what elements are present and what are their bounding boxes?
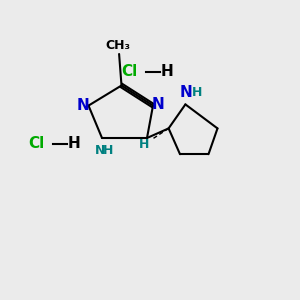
Text: N: N [180,85,192,100]
Text: H: H [192,86,202,100]
Text: H: H [139,138,149,151]
Text: H: H [103,143,113,157]
Text: H: H [161,64,173,80]
Text: H: H [68,136,80,152]
Text: Cl: Cl [28,136,44,152]
Text: N: N [152,97,165,112]
Text: CH₃: CH₃ [106,39,131,52]
Text: Cl: Cl [121,64,137,80]
Text: N: N [77,98,89,113]
Text: N: N [94,143,105,157]
